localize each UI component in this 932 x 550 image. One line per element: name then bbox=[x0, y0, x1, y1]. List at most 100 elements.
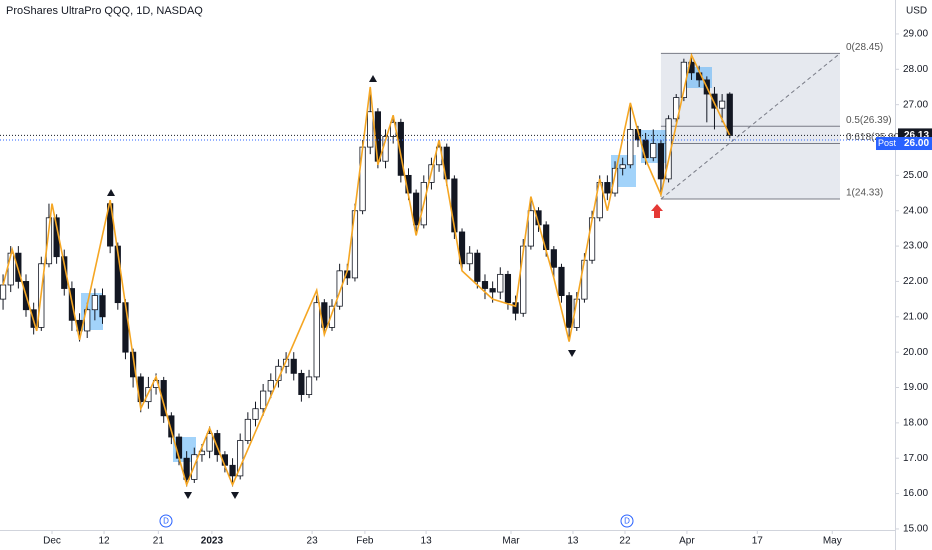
y-tick-label: 20.00 bbox=[903, 347, 928, 358]
x-tick-label: Feb bbox=[356, 536, 374, 547]
dividend-icon bbox=[620, 514, 634, 528]
x-tick-label: Mar bbox=[502, 536, 520, 547]
candle-body bbox=[413, 192, 420, 226]
candle-body bbox=[627, 129, 634, 166]
y-tick-label: 16.00 bbox=[903, 488, 928, 499]
candle-body bbox=[206, 433, 213, 452]
y-tick-label: 23.00 bbox=[903, 241, 928, 252]
y-tick-label: 21.00 bbox=[903, 311, 928, 322]
dividend-icon bbox=[159, 514, 173, 528]
y-tick-label: 22.00 bbox=[903, 276, 928, 287]
post-tag: Post bbox=[878, 138, 897, 148]
candle-body bbox=[558, 266, 565, 296]
pivot-triangle bbox=[231, 492, 239, 499]
candle-body bbox=[298, 372, 305, 395]
candle-body bbox=[45, 217, 53, 265]
dividend-icon-letter: D bbox=[163, 517, 169, 526]
candle-body bbox=[367, 111, 374, 148]
candle-body bbox=[719, 100, 726, 109]
candle-body bbox=[99, 295, 106, 318]
pivot-triangle bbox=[568, 350, 576, 357]
candle-body bbox=[566, 295, 573, 328]
candle-body bbox=[451, 178, 458, 233]
y-tick-label: 25.00 bbox=[903, 170, 928, 181]
candle-body bbox=[726, 93, 733, 136]
currency-label: USD bbox=[906, 6, 927, 17]
candle-body bbox=[588, 217, 596, 261]
candle-body bbox=[466, 252, 473, 265]
candle-body bbox=[328, 305, 336, 328]
candle-body bbox=[0, 284, 7, 300]
candle-body bbox=[91, 295, 98, 311]
y-tick-label: 29.00 bbox=[903, 29, 928, 40]
candle-body bbox=[290, 358, 297, 374]
candle-body bbox=[168, 415, 175, 438]
y-tick-label: 27.00 bbox=[903, 99, 928, 110]
candle-body bbox=[474, 252, 481, 282]
candle-body bbox=[650, 143, 657, 159]
candle-body bbox=[619, 164, 626, 169]
y-tick-label: 17.00 bbox=[903, 453, 928, 464]
candle-body bbox=[458, 231, 466, 265]
candle-body bbox=[122, 302, 129, 353]
candle-body bbox=[61, 256, 68, 289]
last-price-label: 26.13 bbox=[904, 130, 929, 141]
candle-body bbox=[550, 249, 557, 268]
y-tick-label: 19.00 bbox=[903, 382, 928, 393]
x-tick-label: 17 bbox=[752, 536, 764, 547]
candle-body bbox=[252, 408, 259, 420]
x-tick-label: Dec bbox=[43, 536, 61, 547]
candle-body bbox=[359, 146, 366, 212]
candle-body bbox=[673, 97, 680, 120]
fib-label: 0(28.45) bbox=[846, 42, 883, 53]
x-tick-label: 21 bbox=[153, 536, 165, 547]
x-tick-label: 12 bbox=[98, 536, 110, 547]
x-tick-label: 22 bbox=[619, 536, 631, 547]
post-price-label: 26.00 bbox=[904, 138, 929, 149]
candle-body bbox=[489, 288, 496, 293]
x-tick-label: 23 bbox=[307, 536, 319, 547]
candle-body bbox=[229, 464, 236, 477]
fib-label: 1(24.33) bbox=[846, 188, 883, 199]
candle-body bbox=[711, 93, 718, 109]
fib-label: 0.5(26.39) bbox=[846, 115, 892, 126]
y-tick-label: 15.00 bbox=[903, 524, 928, 535]
candle-body bbox=[305, 376, 313, 395]
y-tick-label: 24.00 bbox=[903, 205, 928, 216]
x-tick-label: 2023 bbox=[201, 536, 224, 547]
pivot-triangle bbox=[184, 492, 192, 499]
fib-label: 0.618(25.90) bbox=[846, 132, 903, 143]
candle-body bbox=[527, 210, 534, 247]
candle-body bbox=[397, 121, 404, 176]
y-tick-label: 18.00 bbox=[903, 418, 928, 429]
candle-body bbox=[267, 380, 274, 392]
pivot-triangle bbox=[369, 75, 377, 82]
candle-body bbox=[611, 167, 619, 194]
chart-title: ProShares UltraPro QQQ, 1D, NASDAQ bbox=[6, 5, 203, 17]
candle-body bbox=[260, 390, 267, 410]
candle-body bbox=[497, 273, 504, 293]
fib-trendline bbox=[660, 53, 841, 200]
candle-body bbox=[183, 457, 190, 480]
x-tick-label: 13 bbox=[567, 536, 579, 547]
candle-body bbox=[336, 270, 343, 307]
candle-body bbox=[481, 281, 489, 289]
candle-body bbox=[504, 273, 512, 304]
zigzag-line bbox=[2, 52, 731, 488]
post-tag-box bbox=[876, 137, 898, 151]
pivot-triangle bbox=[107, 189, 115, 196]
candle-body bbox=[604, 182, 611, 194]
post-price-box bbox=[898, 137, 932, 151]
x-tick-label: 13 bbox=[421, 536, 433, 547]
x-tick-label: Apr bbox=[679, 536, 695, 547]
y-tick-label: 28.00 bbox=[903, 64, 928, 75]
candle-body bbox=[443, 146, 450, 180]
candle-body bbox=[214, 433, 221, 456]
dividend-icon-letter: D bbox=[624, 517, 630, 526]
candle-body bbox=[160, 380, 167, 417]
candle-body bbox=[374, 111, 381, 162]
x-tick-label: May bbox=[823, 536, 842, 547]
candle-body bbox=[237, 440, 244, 477]
candle-body bbox=[244, 418, 251, 441]
